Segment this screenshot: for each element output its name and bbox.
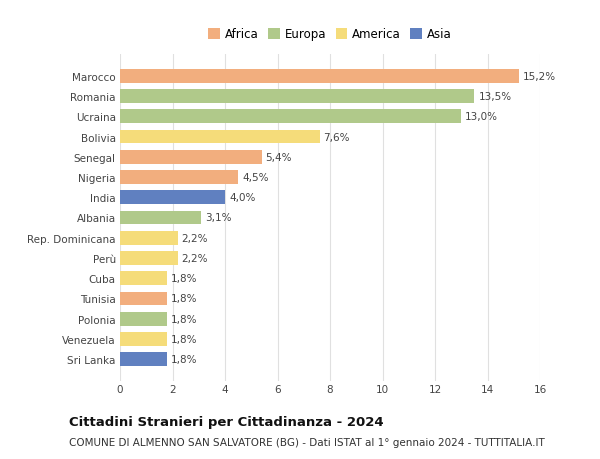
Bar <box>120 272 167 285</box>
Text: 4,0%: 4,0% <box>229 193 256 203</box>
Bar <box>120 130 320 144</box>
Bar <box>120 231 178 245</box>
Text: 15,2%: 15,2% <box>523 72 556 82</box>
Text: 2,2%: 2,2% <box>182 233 208 243</box>
Bar <box>120 332 167 346</box>
Text: Cittadini Stranieri per Cittadinanza - 2024: Cittadini Stranieri per Cittadinanza - 2… <box>69 415 383 428</box>
Text: 1,8%: 1,8% <box>171 274 197 284</box>
Bar <box>120 211 202 225</box>
Text: 13,5%: 13,5% <box>478 92 511 102</box>
Text: 4,5%: 4,5% <box>242 173 269 183</box>
Text: 1,8%: 1,8% <box>171 334 197 344</box>
Text: COMUNE DI ALMENNO SAN SALVATORE (BG) - Dati ISTAT al 1° gennaio 2024 - TUTTITALI: COMUNE DI ALMENNO SAN SALVATORE (BG) - D… <box>69 437 545 447</box>
Text: 3,1%: 3,1% <box>205 213 232 223</box>
Text: 13,0%: 13,0% <box>465 112 498 122</box>
Bar <box>120 292 167 306</box>
Bar <box>120 312 167 326</box>
Bar <box>120 252 178 265</box>
Bar <box>120 70 519 84</box>
Bar <box>120 191 225 205</box>
Legend: Africa, Europa, America, Asia: Africa, Europa, America, Asia <box>208 28 452 41</box>
Text: 1,8%: 1,8% <box>171 354 197 364</box>
Bar <box>120 171 238 185</box>
Text: 7,6%: 7,6% <box>323 132 350 142</box>
Bar <box>120 353 167 366</box>
Bar <box>120 151 262 164</box>
Text: 2,2%: 2,2% <box>182 253 208 263</box>
Text: 5,4%: 5,4% <box>266 152 292 162</box>
Text: 1,8%: 1,8% <box>171 294 197 304</box>
Bar <box>120 110 461 124</box>
Bar <box>120 90 475 104</box>
Text: 1,8%: 1,8% <box>171 314 197 324</box>
